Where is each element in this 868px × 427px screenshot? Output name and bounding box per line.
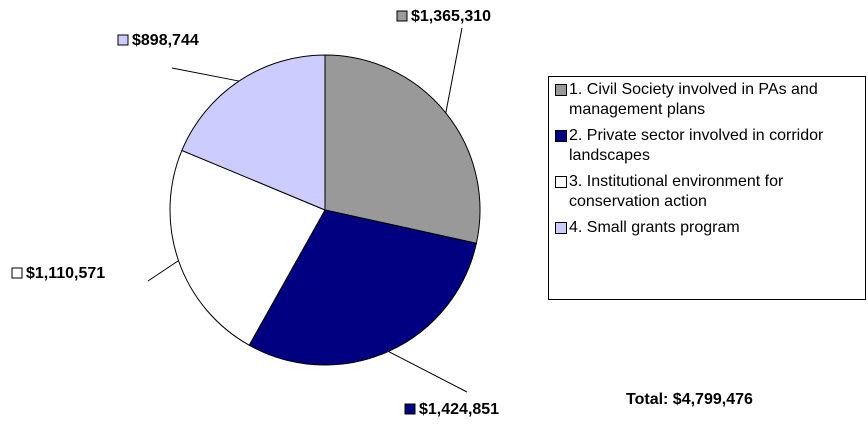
- legend-entry: 4. Small grants program: [555, 218, 859, 238]
- pie-slice: [181, 54, 326, 211]
- label-swatch: [404, 403, 416, 415]
- legend-entry: 3. Institutional environment for conserv…: [555, 172, 859, 212]
- leader-line: [147, 260, 179, 282]
- legend-label: 2. Private sector involved in corridor l…: [569, 127, 824, 164]
- legend-swatch: [555, 222, 567, 234]
- legend-label: 3. Institutional environment for conserv…: [569, 173, 784, 210]
- leader-line: [171, 67, 240, 82]
- legend-entry: 2. Private sector involved in corridor l…: [555, 126, 859, 166]
- leader-line: [388, 350, 468, 393]
- label-swatch: [396, 10, 408, 22]
- data-label: $1,110,571: [26, 265, 105, 282]
- legend-swatch: [555, 84, 567, 96]
- legend: 1. Civil Society involved in PAs and man…: [548, 76, 866, 300]
- data-label: $1,424,851: [419, 401, 499, 418]
- pie-slice: [324, 54, 481, 244]
- label-swatch: [117, 34, 129, 46]
- legend-label: 4. Small grants program: [569, 219, 740, 236]
- data-label: $898,744: [132, 32, 199, 49]
- data-label: $1,365,310: [411, 8, 491, 25]
- legend-swatch: [555, 130, 567, 142]
- leader-line: [445, 27, 463, 113]
- legend-label: 1. Civil Society involved in PAs and man…: [569, 81, 818, 118]
- legend-swatch: [555, 176, 567, 188]
- total-annotation: Total: $4,799,476: [626, 391, 753, 408]
- legend-entry: 1. Civil Society involved in PAs and man…: [555, 80, 859, 120]
- label-swatch: [11, 267, 23, 279]
